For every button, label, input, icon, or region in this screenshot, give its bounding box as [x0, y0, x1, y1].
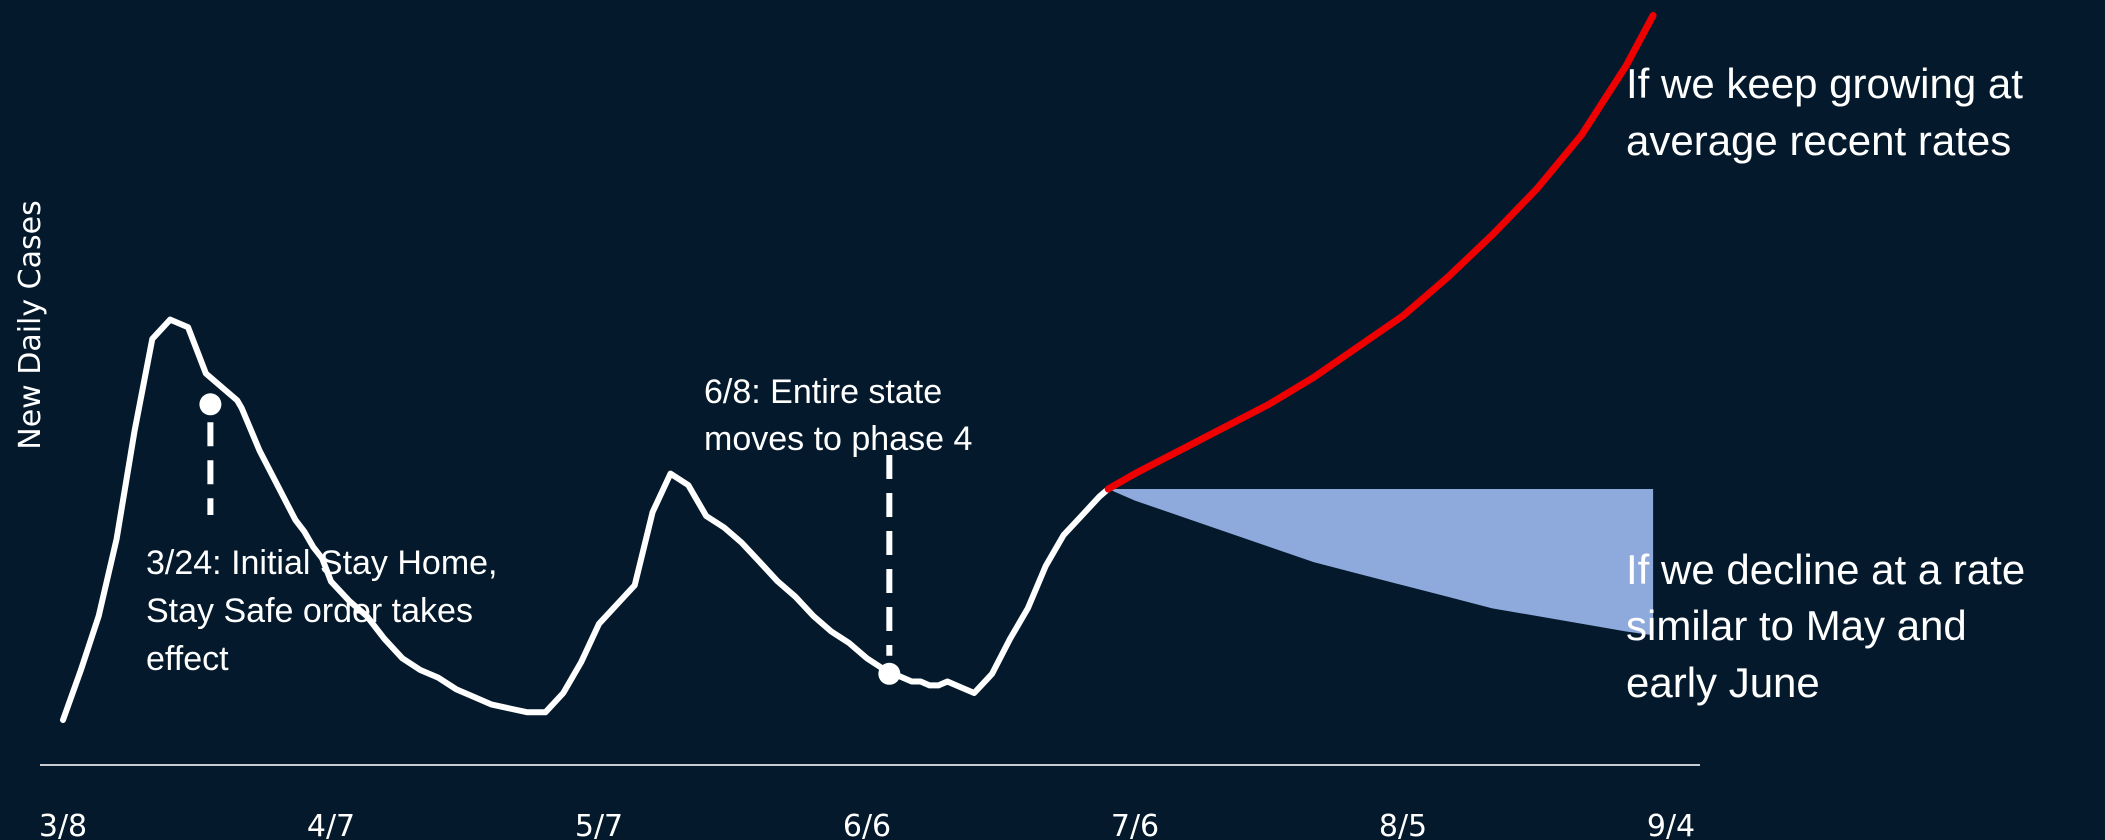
x-tick-label: 3/8: [39, 809, 87, 840]
x-tick-label: 5/7: [575, 809, 623, 840]
event1-annotation-line: Stay Safe order takes: [146, 592, 473, 630]
event2-annotation-line: 6/8: Entire state: [704, 373, 942, 411]
x-tick-label: 9/4: [1647, 809, 1695, 840]
growth-scenario-label: If we keep growing at average recent rat…: [1626, 60, 2035, 164]
decline-projection-area: [1108, 489, 1654, 636]
event-markers: [199, 393, 901, 685]
x-tick-label: 4/7: [307, 809, 355, 840]
decline-projection-band: [1108, 489, 1654, 636]
x-tick-labels: 3/8 4/7 5/7 6/6 7/6 8/5 9/4: [39, 809, 1695, 840]
actual-cases-line: [60, 316, 1112, 723]
growth-scenario-label-line: average recent rates: [1626, 117, 2011, 164]
x-tick-label: 8/5: [1379, 809, 1427, 840]
decline-scenario-label: If we decline at a rate similar to May a…: [1626, 546, 2037, 706]
growth-scenario-label-line: If we keep growing at: [1626, 60, 2023, 107]
decline-scenario-label-line: early June: [1626, 659, 1820, 706]
x-tick-label: 6/6: [843, 809, 891, 840]
series-lines: [60, 11, 1657, 723]
event-marker-dot: [878, 662, 901, 685]
event1-annotation-line: effect: [146, 640, 229, 678]
decline-scenario-label-line: similar to May and: [1626, 602, 1967, 649]
event1-annotation: 3/24: Initial Stay Home, Stay Safe order…: [146, 544, 507, 678]
growth-projection-line: [1104, 11, 1657, 493]
decline-scenario-label-line: If we decline at a rate: [1626, 546, 2025, 593]
x-tick-label: 7/6: [1111, 809, 1159, 840]
event-marker-dot: [199, 393, 222, 416]
event1-annotation-line: 3/24: Initial Stay Home,: [146, 544, 498, 582]
y-axis-label: New Daily Cases: [13, 200, 48, 449]
event2-annotation-line: moves to phase 4: [704, 420, 972, 458]
event2-annotation: 6/8: Entire state moves to phase 4: [704, 373, 972, 458]
